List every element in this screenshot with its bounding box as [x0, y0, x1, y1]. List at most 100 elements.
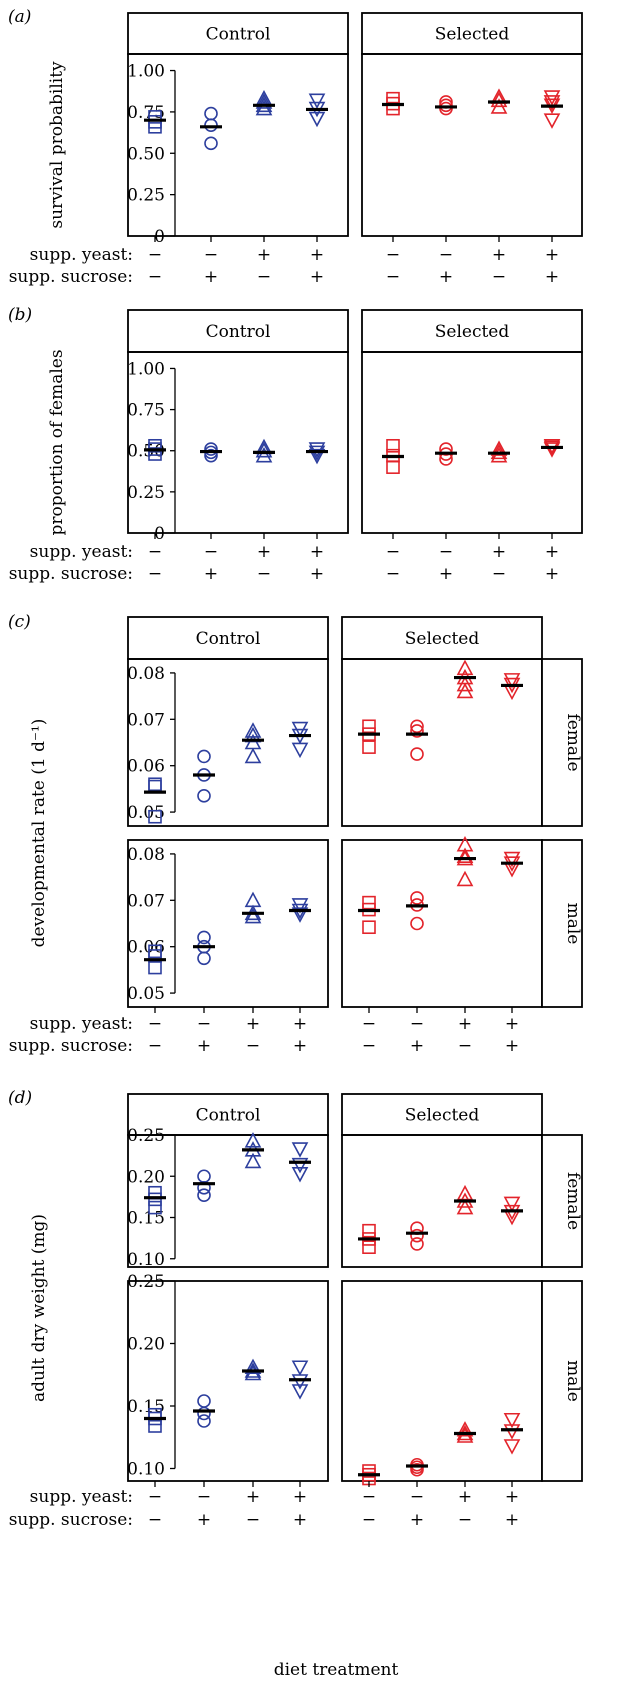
data-point: [386, 101, 400, 116]
sucrose-level: −: [492, 564, 506, 584]
data-point: [490, 440, 508, 456]
panel-label: (d): [8, 1088, 32, 1108]
yeast-level: +: [246, 1487, 260, 1507]
row-strip-label: female: [563, 1172, 583, 1230]
yeast-level: +: [246, 1014, 260, 1034]
data-point: [456, 675, 474, 692]
y-tick-label: 0.75: [127, 401, 165, 421]
panel-label: (c): [8, 612, 31, 632]
data-point: [543, 90, 561, 106]
y-axis: 0.10 0.15 0.20 0.25: [127, 1272, 176, 1480]
panel-1: (b) Control Selected 0 0.25 0.50 0.75 1.00 propo…: [8, 305, 583, 584]
y-tick-label: 0.06: [127, 938, 165, 958]
panel-label: (a): [8, 7, 31, 27]
sucrose-level: −: [257, 564, 271, 584]
y-axis-title: proportion of females: [47, 349, 67, 535]
row-strip: [541, 1280, 583, 1482]
data-point: [503, 673, 521, 689]
facet-strip: [361, 12, 583, 55]
sucrose-level: +: [197, 1036, 211, 1056]
y-axis-title: adult dry weight (mg): [29, 1214, 49, 1402]
yeast-level: −: [204, 245, 218, 265]
yeast-level: −: [386, 245, 400, 265]
sucrose-level: +: [505, 1036, 519, 1056]
data-point: [291, 742, 309, 759]
x-axis-label: diet treatment: [274, 1660, 399, 1680]
sucrose-level: −: [458, 1510, 472, 1530]
data-point: [244, 1364, 262, 1381]
data-point: [291, 1142, 309, 1158]
yeast-level: +: [293, 1487, 307, 1507]
facet-title: Control: [196, 629, 261, 649]
y-tick-label: 0.06: [127, 757, 165, 777]
row-strip: [541, 658, 583, 827]
facet-strip: [127, 12, 349, 55]
data-point: [503, 1439, 521, 1455]
sucrose-level: +: [410, 1036, 424, 1056]
data-point: [410, 719, 424, 734]
panel-label: (b): [8, 305, 32, 325]
yeast-level: −: [410, 1014, 424, 1034]
row-strip-label: male: [563, 1360, 583, 1402]
data-point: [255, 442, 273, 458]
data-point: [503, 1424, 521, 1440]
y-tick-label: 0.75: [127, 103, 165, 123]
sucrose-level: +: [439, 267, 453, 287]
yeast-level: −: [362, 1014, 376, 1034]
facet-title: Selected: [435, 25, 510, 45]
data-point: [148, 447, 162, 461]
sucrose-level: +: [293, 1510, 307, 1530]
sucrose-level: +: [545, 564, 559, 584]
data-point: [291, 1157, 309, 1174]
sucrose-row-label: supp. sucrose:: [9, 1036, 133, 1056]
yeast-level: −: [148, 1014, 162, 1034]
data-point: [291, 1374, 309, 1390]
y-tick-label: 0.07: [127, 891, 165, 911]
data-point: [244, 1132, 262, 1148]
plot-frame: [361, 53, 583, 237]
yeast-level: −: [439, 245, 453, 265]
yeast-level: −: [148, 1487, 162, 1507]
facet-title: Control: [196, 1106, 261, 1126]
data-point: [543, 95, 561, 111]
sucrose-level: +: [204, 564, 218, 584]
sucrose-level: +: [410, 1510, 424, 1530]
data-point: [362, 740, 376, 754]
data-point: [410, 1237, 424, 1251]
yeast-level: +: [458, 1487, 472, 1507]
y-tick-label: 0.15: [127, 1397, 165, 1417]
y-tick-label: 0.10: [127, 1460, 165, 1480]
y-tick-label: 0.07: [127, 710, 165, 730]
data-point: [456, 1198, 474, 1215]
panel-3: (d) Control Selected 0.10 0.15 0.20 0.25 female…: [8, 1088, 583, 1530]
data-point: [490, 446, 508, 463]
data-point: [255, 446, 273, 463]
y-tick-label: 0.10: [127, 1250, 165, 1270]
sucrose-level: −: [492, 267, 506, 287]
sucrose-level: +: [204, 267, 218, 287]
data-point: [410, 1228, 424, 1243]
facet-strip: [127, 309, 349, 353]
data-point: [255, 99, 273, 116]
y-tick-label: 0.08: [127, 845, 165, 865]
yeast-row-label: supp. yeast:: [30, 1014, 133, 1034]
sucrose-level: −: [246, 1510, 260, 1530]
data-point: [244, 907, 262, 924]
sucrose-level: +: [439, 564, 453, 584]
yeast-level: +: [545, 542, 559, 562]
plot-frame: [127, 53, 349, 237]
y-tick-label: 0.25: [127, 1126, 165, 1146]
y-tick-label: 0.05: [127, 803, 165, 823]
facet-title: Selected: [435, 322, 510, 342]
data-point: [439, 442, 453, 456]
data-point: [410, 916, 424, 931]
plot-frame: [341, 1134, 543, 1268]
sucrose-level: +: [197, 1510, 211, 1530]
sucrose-row-label: supp. sucrose:: [9, 1510, 133, 1530]
row-strip: [541, 839, 583, 1008]
data-point: [197, 1188, 211, 1203]
data-point: [543, 442, 561, 458]
yeast-row-label: supp. yeast:: [30, 1487, 133, 1507]
yeast-level: −: [204, 542, 218, 562]
data-point: [197, 749, 211, 764]
